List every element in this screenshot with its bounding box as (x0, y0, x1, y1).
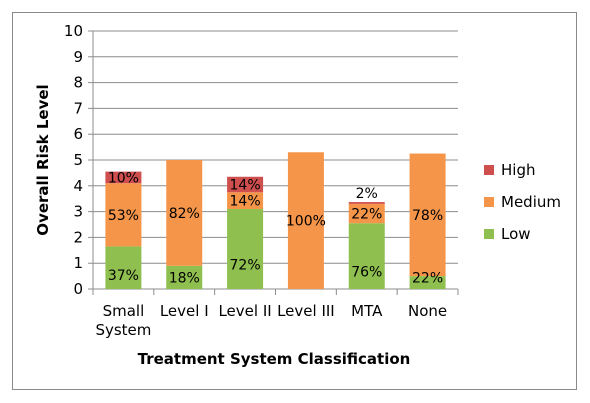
bar-medium (348, 203, 385, 224)
legend-swatch-medium (484, 197, 494, 207)
x-axis-title: Treatment System Classification (138, 350, 411, 368)
data-label: 18% (169, 270, 200, 286)
bar-low (166, 265, 203, 289)
data-label: 22% (351, 207, 382, 223)
data-label: 53% (108, 208, 139, 224)
y-tick-label: 9 (73, 48, 83, 66)
legend-label-high: High (501, 161, 535, 179)
legend-label-medium: Medium (501, 193, 561, 211)
x-category-label: System (95, 321, 151, 339)
data-labels: 37% 53% 10% 18% 82% 72% 14%14% 100% 76% 22% 2% 22% 7… (108, 170, 443, 286)
x-category-label: None (408, 302, 447, 320)
data-label: 14% (230, 178, 261, 194)
y-tick-label: 3 (73, 203, 83, 221)
y-tick-label: 6 (73, 125, 83, 143)
axes (88, 30, 459, 295)
legend: High Medium Low (484, 161, 561, 243)
bar-medium (227, 192, 264, 210)
data-label: 22% (412, 270, 443, 286)
y-tick-label: 0 (73, 280, 83, 298)
bar-high (227, 176, 264, 193)
bar-high (105, 171, 142, 184)
bar-high (348, 202, 385, 204)
data-label: 2% (356, 186, 378, 202)
y-tick-label: 8 (73, 74, 83, 92)
bar-medium (166, 160, 203, 266)
x-category-label: Level III (277, 302, 335, 320)
y-tick-label: 7 (73, 99, 83, 117)
legend-swatch-high (484, 165, 494, 175)
bar-low (227, 209, 264, 289)
data-label: 72% (230, 257, 261, 273)
data-label: 10% (108, 170, 139, 186)
data-label: 76% (351, 265, 382, 281)
y-tick-label: 4 (73, 177, 83, 195)
bar-medium (287, 152, 324, 289)
bar-low (348, 223, 385, 289)
data-label: 78% (412, 208, 443, 224)
y-tick-label: 2 (73, 228, 83, 246)
legend-label-low: Low (501, 225, 531, 243)
bars (105, 152, 446, 289)
bar-medium (409, 153, 446, 277)
y-axis-title: Overall Risk Level (34, 84, 52, 235)
x-category-label: Small (103, 302, 145, 320)
data-label: 37% (108, 268, 139, 284)
bar-low (105, 246, 142, 289)
bar-low (409, 276, 446, 289)
y-tick-label: 5 (73, 151, 83, 169)
x-category-label: MTA (351, 302, 383, 320)
data-label: 14% (230, 194, 261, 210)
data-label: 100% (286, 214, 326, 230)
bar-medium (105, 183, 142, 247)
y-tick-label: 1 (73, 254, 83, 272)
data-label: 82% (169, 206, 200, 222)
legend-swatch-low (484, 229, 494, 239)
y-tick-label: 10 (64, 22, 83, 40)
x-category-label: Level II (218, 302, 271, 320)
x-category-label: Level I (160, 302, 209, 320)
gridlines (93, 30, 458, 264)
